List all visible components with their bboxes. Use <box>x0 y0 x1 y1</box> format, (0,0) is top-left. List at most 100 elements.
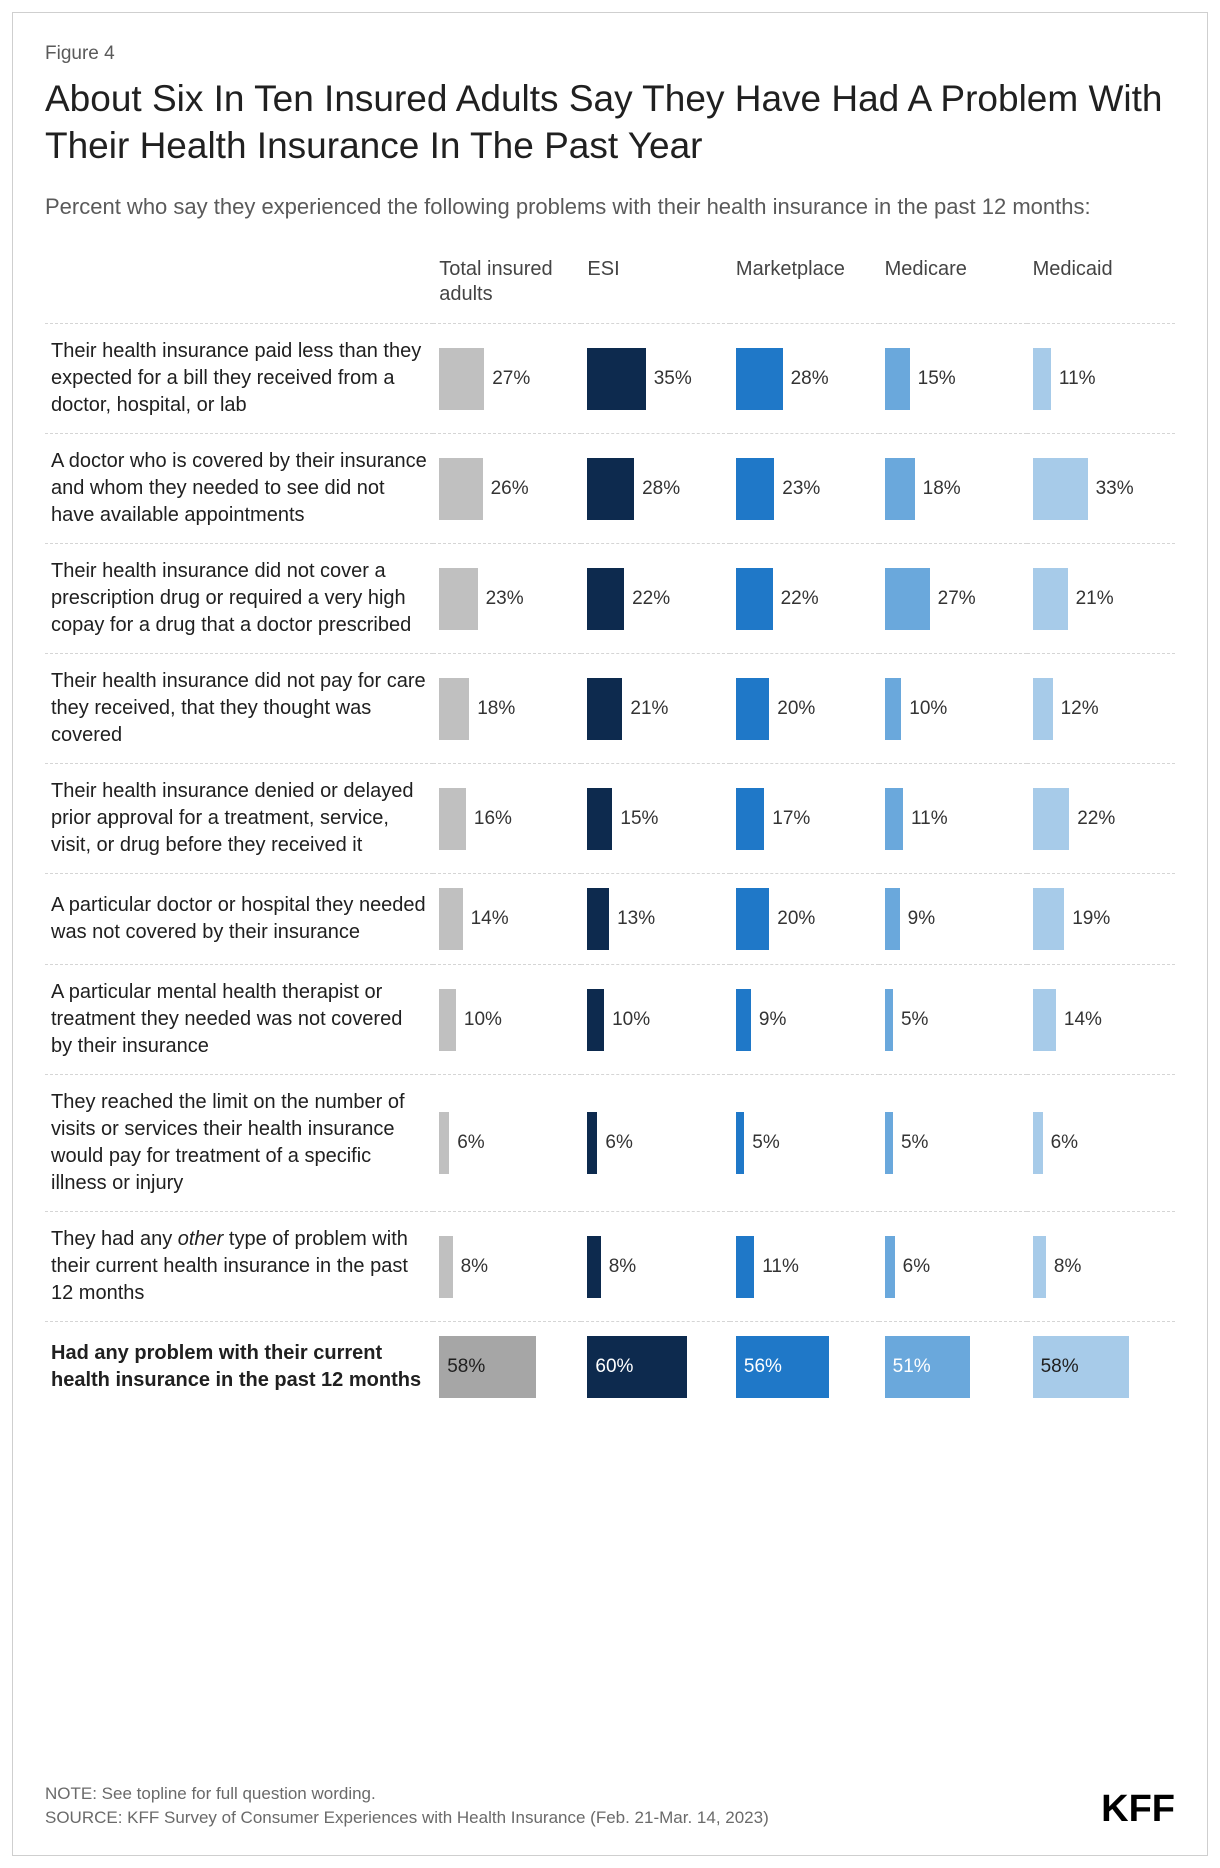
chart-table: Total insured adultsESIMarketplaceMedica… <box>45 249 1175 1412</box>
bar <box>587 348 645 410</box>
bar-cell: 56% <box>730 1322 879 1413</box>
bar-cell: 18% <box>433 654 581 764</box>
bar-value-label: 35% <box>654 368 692 390</box>
bar-cell: 13% <box>581 874 730 965</box>
bar-cell: 11% <box>879 764 1027 874</box>
bar-value-label: 23% <box>782 478 820 500</box>
bar-cell: 28% <box>730 324 879 434</box>
bar-cell: 20% <box>730 874 879 965</box>
bar-cell: 14% <box>433 874 581 965</box>
bar <box>587 1112 597 1174</box>
bar-value-label: 23% <box>486 588 524 610</box>
bar-cell: 15% <box>879 324 1027 434</box>
bar <box>439 888 462 950</box>
bar <box>439 788 466 850</box>
bar-value-label: 33% <box>1096 478 1134 500</box>
column-header: Medicaid <box>1027 249 1175 324</box>
bar-cell: 21% <box>581 654 730 764</box>
bar-value-label: 5% <box>901 1009 928 1031</box>
bar-cell: 8% <box>581 1212 730 1322</box>
bar-value-label: 26% <box>491 478 529 500</box>
note-text: NOTE: See topline for full question word… <box>45 1782 769 1807</box>
bar-value-label: 58% <box>1041 1356 1079 1378</box>
bar-value-label: 11% <box>1059 368 1096 390</box>
bar <box>736 989 751 1051</box>
bar-cell: 22% <box>1027 764 1175 874</box>
bar-value-label: 56% <box>744 1356 782 1378</box>
bar-cell: 10% <box>581 965 730 1075</box>
footnotes: NOTE: See topline for full question word… <box>45 1782 769 1831</box>
bar-cell: 28% <box>581 434 730 544</box>
bar <box>587 458 634 520</box>
bar <box>587 788 612 850</box>
table-row: Their health insurance did not cover a p… <box>45 544 1175 654</box>
bar-value-label: 10% <box>612 1009 650 1031</box>
table-row: Their health insurance denied or delayed… <box>45 764 1175 874</box>
bar-value-label: 28% <box>642 478 680 500</box>
bar-cell: 5% <box>879 965 1027 1075</box>
bar <box>587 1236 600 1298</box>
bar <box>1033 568 1068 630</box>
row-label: They reached the limit on the number of … <box>45 1075 433 1212</box>
bar-cell: 22% <box>581 544 730 654</box>
bar-cell: 10% <box>433 965 581 1075</box>
bar <box>736 888 769 950</box>
figure-subtitle: Percent who say they experienced the fol… <box>45 192 1175 222</box>
bar <box>885 888 900 950</box>
bar-value-label: 27% <box>492 368 530 390</box>
bar-cell: 27% <box>433 324 581 434</box>
bar-value-label: 15% <box>918 368 956 390</box>
bar <box>1033 458 1088 520</box>
bar-value-label: 58% <box>447 1356 485 1378</box>
bar-value-label: 11% <box>911 808 948 830</box>
bar <box>736 458 774 520</box>
bar-cell: 5% <box>730 1075 879 1212</box>
bar <box>885 1236 895 1298</box>
bar-cell: 6% <box>1027 1075 1175 1212</box>
column-header: ESI <box>581 249 730 324</box>
bar <box>885 348 910 410</box>
bar-cell: 23% <box>730 434 879 544</box>
bar <box>885 458 915 520</box>
bar-cell: 27% <box>879 544 1027 654</box>
bar-cell: 58% <box>433 1322 581 1413</box>
bar-cell: 26% <box>433 434 581 544</box>
bar-cell: 19% <box>1027 874 1175 965</box>
bar-value-label: 6% <box>903 1256 930 1278</box>
bar-cell: 33% <box>1027 434 1175 544</box>
bar <box>587 989 604 1051</box>
bar-value-label: 8% <box>1054 1256 1081 1278</box>
bar-cell: 8% <box>1027 1212 1175 1322</box>
bar-cell: 21% <box>1027 544 1175 654</box>
bar <box>736 788 764 850</box>
bar-value-label: 20% <box>777 698 815 720</box>
bar-cell: 9% <box>730 965 879 1075</box>
bar <box>885 788 903 850</box>
bar <box>1033 678 1053 740</box>
bar-value-label: 6% <box>605 1132 632 1154</box>
bar-value-label: 21% <box>630 698 668 720</box>
row-label: Their health insurance did not cover a p… <box>45 544 433 654</box>
bar <box>439 458 482 520</box>
bar <box>885 568 930 630</box>
bar <box>736 568 773 630</box>
bar-value-label: 6% <box>457 1132 484 1154</box>
bar-cell: 6% <box>879 1212 1027 1322</box>
bar-value-label: 14% <box>1064 1009 1102 1031</box>
bar-cell: 60% <box>581 1322 730 1413</box>
figure-title: About Six In Ten Insured Adults Say They… <box>45 75 1175 170</box>
bar-value-label: 8% <box>461 1256 488 1278</box>
bar <box>885 989 893 1051</box>
bar <box>1033 1112 1043 1174</box>
bar-value-label: 20% <box>777 908 815 930</box>
bar-value-label: 6% <box>1051 1132 1078 1154</box>
bar-value-label: 5% <box>901 1132 928 1154</box>
bar <box>885 678 902 740</box>
bar <box>439 678 469 740</box>
column-header: Medicare <box>879 249 1027 324</box>
column-header: Marketplace <box>730 249 879 324</box>
bar <box>1033 989 1056 1051</box>
bar <box>587 678 622 740</box>
bar-cell: 9% <box>879 874 1027 965</box>
figure-footer: NOTE: See topline for full question word… <box>45 1782 1175 1831</box>
